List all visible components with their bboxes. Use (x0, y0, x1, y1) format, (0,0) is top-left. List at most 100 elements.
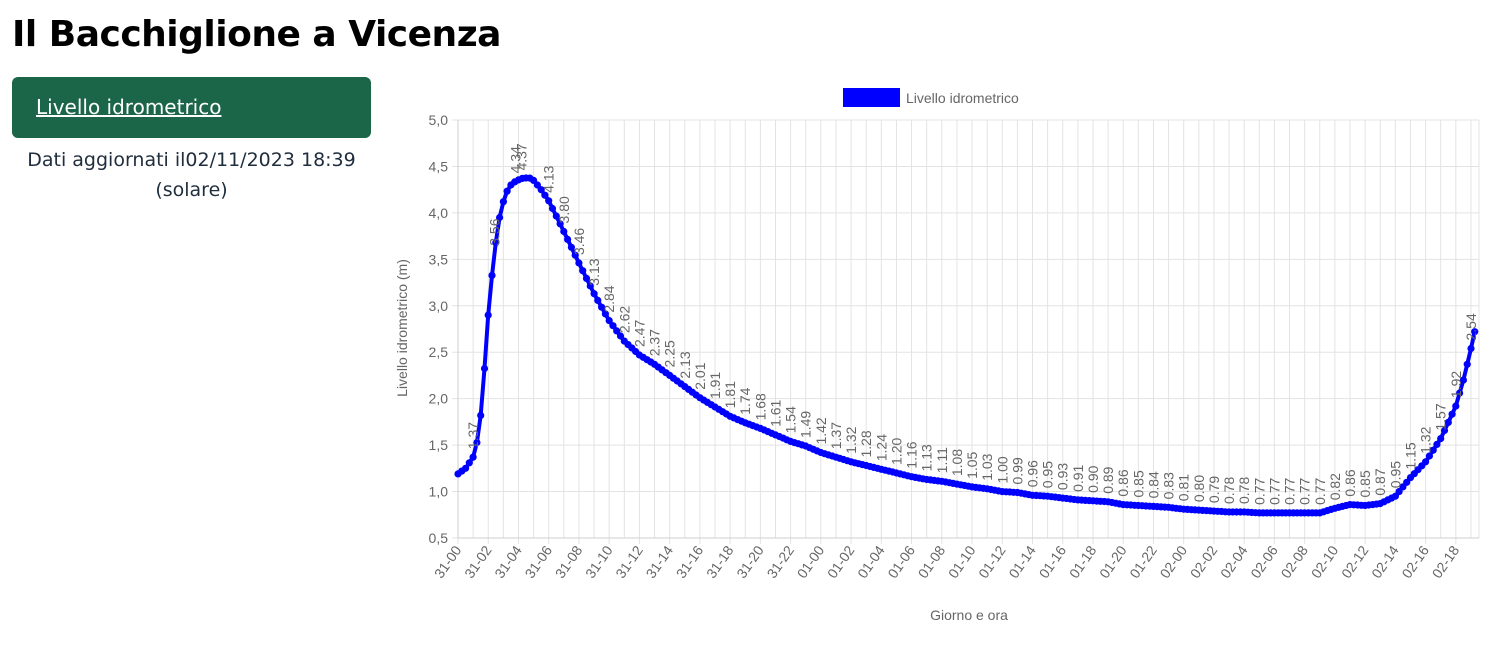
data-point[interactable] (1444, 418, 1452, 426)
data-point[interactable] (488, 271, 496, 279)
data-point[interactable] (616, 332, 625, 340)
data-point[interactable] (579, 267, 587, 275)
data-point[interactable] (560, 227, 568, 236)
data-point[interactable] (613, 327, 621, 335)
data-label: 1.20 (888, 438, 904, 465)
data-label: 0.99 (1009, 457, 1025, 484)
data-label: 1.91 (707, 372, 723, 399)
y-tick-label: 2,5 (429, 344, 449, 360)
data-point[interactable] (1452, 402, 1460, 410)
data-label: 2.01 (692, 362, 708, 389)
data-point[interactable] (1467, 344, 1475, 353)
x-tick-label: 31-04 (491, 542, 525, 581)
x-tick-label: 02-12 (1338, 542, 1372, 581)
y-tick-label: 2,0 (429, 391, 449, 407)
x-tick-label: 01-22 (1126, 542, 1160, 581)
data-label: 0.95 (1040, 461, 1056, 488)
data-label: 1.32 (843, 426, 859, 453)
data-point[interactable] (1456, 389, 1464, 397)
data-point[interactable] (465, 459, 473, 467)
data-point[interactable] (594, 296, 602, 304)
x-tick-label: 31-08 (552, 542, 586, 581)
data-point[interactable] (492, 239, 500, 247)
data-label: 0.83 (1161, 472, 1177, 499)
data-label: 0.77 (1282, 477, 1298, 504)
data-point[interactable] (598, 303, 606, 311)
data-point[interactable] (541, 191, 549, 199)
data-point[interactable] (473, 438, 481, 447)
data-point[interactable] (609, 322, 617, 330)
data-label: 2.25 (662, 340, 678, 367)
data-label: 4.13 (541, 165, 557, 192)
data-label: 3.56 (486, 218, 502, 245)
data-point[interactable] (1437, 435, 1445, 443)
data-label: 0.85 (1130, 470, 1146, 497)
data-labels: 1.37 3.56 4.344.37 4.13 3.80 3.46 3.132.842.62… (465, 143, 1479, 505)
data-point[interactable] (1448, 410, 1456, 418)
data-point[interactable] (582, 274, 591, 282)
data-point[interactable] (1429, 446, 1437, 454)
data-point[interactable] (601, 310, 609, 318)
y-axis-title: Livello idrometrico (m) (394, 259, 410, 397)
data-point[interactable] (537, 186, 545, 194)
data-label: 1.49 (798, 411, 814, 438)
data-point[interactable] (1433, 440, 1441, 448)
data-point[interactable] (564, 235, 572, 243)
data-label: 1.15 (1402, 442, 1418, 469)
data-point[interactable] (499, 198, 507, 206)
legend-swatch[interactable] (843, 88, 900, 107)
data-label: 2.13 (677, 351, 693, 378)
data-point[interactable] (469, 453, 477, 461)
x-tick-label: 01-14 (1005, 542, 1039, 581)
data-label: 0.90 (1085, 465, 1101, 492)
x-tick-label: 31-20 (733, 542, 767, 581)
data-point[interactable] (1440, 426, 1449, 435)
data-point[interactable] (496, 213, 504, 222)
data-label: 0.81 (1176, 474, 1192, 501)
x-tick-label: 31-12 (612, 542, 646, 581)
data-label: 1.16 (904, 441, 920, 468)
livello-idrometrico-button[interactable]: Livello idrometrico (12, 77, 371, 138)
data-point[interactable] (1463, 360, 1471, 368)
data-label: 4.34 (507, 146, 523, 173)
chart-legend[interactable]: Livello idrometrico (843, 88, 1019, 107)
data-point[interactable] (503, 187, 511, 195)
x-tick-label: 01-04 (854, 542, 888, 581)
data-point[interactable] (484, 311, 492, 319)
data-point[interactable] (545, 197, 553, 205)
data-point[interactable] (590, 290, 598, 298)
data-point[interactable] (1459, 376, 1467, 384)
data-point[interactable] (1425, 452, 1433, 460)
data-point[interactable] (586, 282, 594, 290)
x-tick-label: 31-22 (763, 542, 797, 581)
data-point[interactable] (605, 317, 613, 325)
data-label: 1.68 (752, 393, 768, 420)
x-tick-label: 02-00 (1157, 542, 1191, 581)
data-label: 0.82 (1327, 473, 1343, 500)
x-tick-label: 01-00 (794, 542, 828, 581)
data-point[interactable] (571, 251, 579, 259)
data-point[interactable] (575, 259, 583, 267)
data-label: 1.00 (994, 456, 1010, 483)
data-point[interactable] (1471, 328, 1479, 336)
y-tick-label: 3,0 (429, 298, 449, 314)
x-tick-label: 01-20 (1096, 542, 1130, 581)
data-point[interactable] (548, 204, 557, 213)
data-label: 0.77 (1297, 477, 1313, 504)
y-tick-label: 1,0 (429, 484, 449, 500)
data-label: 0.80 (1191, 475, 1207, 502)
y-tick-label: 1,5 (429, 437, 449, 453)
data-point[interactable] (556, 220, 564, 228)
x-tick-label: 01-12 (975, 542, 1009, 581)
data-point[interactable] (462, 464, 470, 472)
legend-label[interactable]: Livello idrometrico (906, 90, 1019, 106)
update-info: Dati aggiornati il02/11/2023 18:39 (sola… (12, 145, 371, 205)
data-point[interactable] (480, 364, 489, 373)
data-point[interactable] (567, 243, 575, 251)
x-tick-label: 31-18 (703, 542, 737, 581)
data-point[interactable] (477, 411, 485, 419)
data-point[interactable] (552, 212, 560, 220)
data-label: 0.79 (1206, 476, 1222, 503)
data-point[interactable] (1422, 458, 1430, 466)
x-tick-label: 02-08 (1277, 542, 1311, 581)
